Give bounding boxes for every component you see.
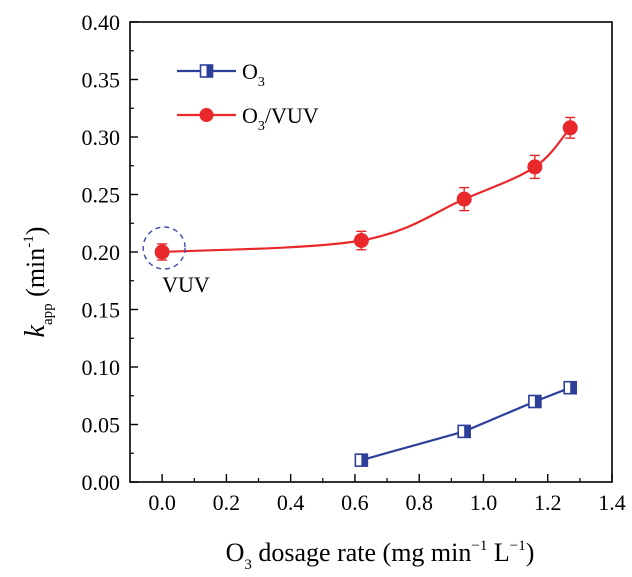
- y-tick-label: 0.20: [82, 240, 121, 265]
- fit-curves-layer: [162, 127, 572, 462]
- data-point-o3: [457, 424, 471, 439]
- y-tick-label: 0.05: [82, 413, 121, 438]
- data-point-o3: [528, 394, 542, 409]
- series-line-1: [162, 127, 572, 254]
- vuv-highlight-circle: [142, 226, 186, 270]
- data-point-o3-vuv: [562, 120, 578, 136]
- legend-marker-fill-0: [206, 65, 213, 77]
- x-axis-title-end: ): [526, 538, 535, 567]
- marker-square-fill: [361, 454, 368, 467]
- data-point-o3: [563, 380, 578, 395]
- y-tick-label: 0.15: [82, 298, 121, 323]
- plot-area-frame: [129, 21, 613, 483]
- x-tick-label: 0.6: [341, 490, 369, 515]
- y-axis-title: kapp (min-1): [20, 227, 56, 338]
- y-tick-label: 0.35: [82, 68, 121, 93]
- data-point-o3-vuv: [456, 191, 472, 207]
- x-axis-title-sup2: −1: [510, 538, 526, 554]
- x-axis-title-mid: L: [487, 538, 509, 567]
- x-axis-title-sub: 3: [244, 557, 252, 573]
- vuv-annotation: VUV: [162, 272, 210, 297]
- legend-label-1: O3/VUV: [242, 103, 319, 134]
- y-axis-title-unit: (min: [21, 248, 50, 304]
- x-axis-title: O3 dosage rate (mg min−1 L−1): [226, 538, 535, 573]
- marker-square-fill: [534, 395, 541, 408]
- data-marks-layer: [154, 116, 578, 467]
- data-point-o3-vuv: [353, 233, 369, 248]
- y-axis-title-sub: app: [40, 303, 56, 325]
- x-tick-label: 1.0: [470, 490, 498, 515]
- marker-square-fill: [570, 381, 577, 394]
- y-axis-title-sup: -1: [21, 235, 37, 248]
- x-axis-title-rest: dosage rate (mg min: [252, 538, 472, 567]
- x-tick-label: 0.0: [148, 490, 176, 515]
- legend-label-0: O3: [242, 59, 265, 90]
- data-point-o3-vuv: [154, 244, 170, 260]
- y-axis-title-end: ): [21, 227, 50, 236]
- data-point-o3-vuv: [527, 159, 543, 175]
- x-axis-title-base: O: [226, 538, 245, 567]
- y-tick-label: 0.30: [82, 125, 121, 150]
- x-axis-title-sup1: −1: [471, 538, 487, 554]
- series-line-0: [361, 386, 571, 462]
- x-tick-label: 0.8: [405, 490, 433, 515]
- y-tick-label: 0.25: [82, 183, 121, 208]
- marker-square-fill: [464, 425, 471, 438]
- x-tick-label: 1.2: [534, 490, 562, 515]
- legend: O3 O3/VUV: [177, 59, 319, 134]
- legend-marker-1: [199, 108, 214, 122]
- y-axis-title-k: k: [20, 324, 51, 337]
- x-tick-label: 1.4: [598, 490, 626, 515]
- y-tick-label: 0.00: [82, 470, 121, 495]
- data-point-o3: [354, 453, 369, 467]
- y-tick-label: 0.10: [82, 355, 121, 380]
- y-tick-label: 0.40: [82, 10, 121, 35]
- x-tick-label: 0.2: [213, 490, 241, 515]
- ticks-layer: [130, 21, 613, 483]
- tick-labels-layer: 0.0 0.2 0.4 0.6 0.8 1.0 1.2 1.4 0.00 0.05 0.10 0.15…: [82, 10, 626, 515]
- x-tick-label: 0.4: [277, 490, 305, 515]
